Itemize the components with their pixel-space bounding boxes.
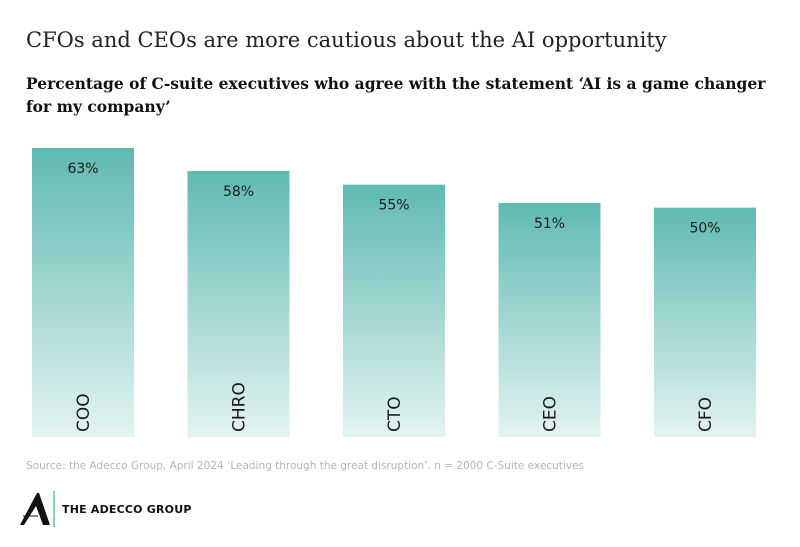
category-label: CFO (696, 397, 716, 432)
category-label: CTO (385, 396, 405, 432)
bar-cfo (654, 207, 756, 437)
bar-ceo (498, 203, 601, 437)
logo-divider (53, 491, 55, 527)
category-label: CEO (541, 396, 561, 432)
chart-subtitle: Percentage of C-suite executives who agr… (26, 74, 766, 116)
data-label: 50% (689, 221, 720, 237)
adecco-logo-icon (20, 493, 50, 525)
data-label: 58% (223, 184, 254, 200)
bar-cto (343, 184, 445, 437)
category-label: CHRO (230, 382, 250, 432)
brand-name: THE ADECCO GROUP (62, 503, 192, 516)
data-label: 51% (534, 216, 565, 232)
bar-coo (32, 148, 134, 437)
source-note: Source: the Adecco Group, April 2024 ‘Le… (26, 460, 584, 472)
chart-title: CFOs and CEOs are more cautious about th… (26, 28, 667, 52)
data-label: 63% (67, 161, 98, 177)
data-label: 55% (378, 198, 409, 214)
bar-chro (187, 170, 290, 437)
category-label: COO (74, 393, 94, 432)
